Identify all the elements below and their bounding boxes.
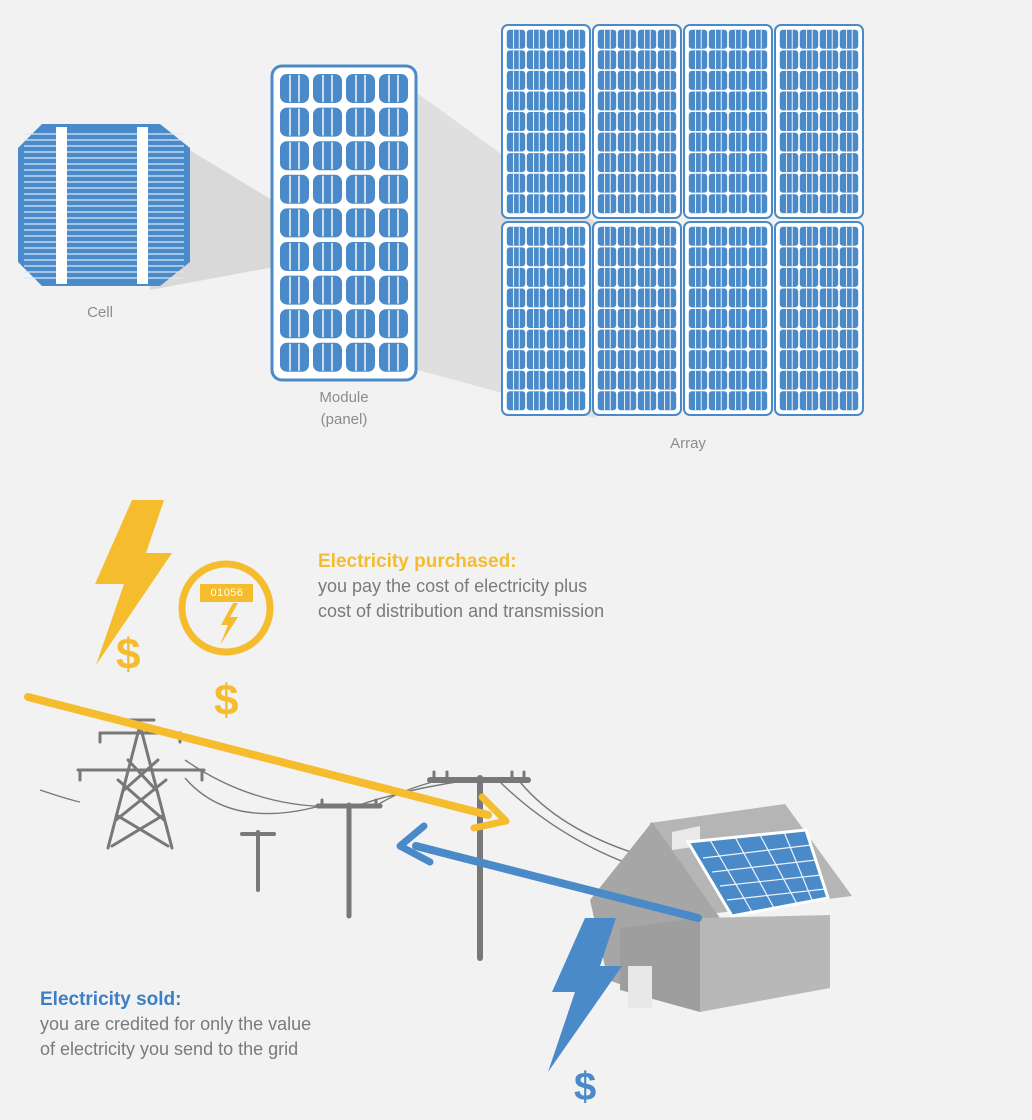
solar-array — [501, 24, 864, 416]
module-cell — [346, 141, 375, 171]
rooftop-solar-panel — [685, 828, 830, 918]
module-label-line2: (panel) — [320, 411, 368, 428]
module-cell — [280, 242, 309, 271]
sold-flow-arrow — [396, 822, 702, 922]
purchased-line-1: you pay the cost of electricity plus — [318, 576, 588, 596]
purchased-dollar-icon-2: $ — [214, 676, 239, 725]
utility-pole-small — [240, 830, 276, 892]
module-cell — [313, 242, 342, 271]
meter-reading: 01056 — [210, 587, 244, 599]
module-cell — [313, 107, 342, 137]
module-cell — [313, 141, 342, 171]
module-cell — [280, 275, 309, 305]
module-cell — [379, 141, 408, 171]
module-cell — [313, 174, 342, 204]
utility-pole-large — [427, 770, 531, 961]
module-cell — [379, 107, 408, 137]
transmission-tower — [76, 718, 206, 850]
array-module — [501, 221, 591, 416]
module-cell — [346, 242, 375, 271]
module-cell — [313, 208, 342, 238]
array-module — [774, 24, 864, 219]
module-cell — [280, 174, 309, 204]
purchased-caption: Electricity purchased: you pay the cost … — [318, 550, 738, 624]
house — [590, 804, 852, 1012]
sold-caption: Electricity sold: you are credited for o… — [40, 988, 460, 1062]
module-cell — [379, 309, 408, 339]
sold-heading: Electricity sold: — [40, 989, 182, 1010]
module-label: Module (panel) — [300, 387, 388, 431]
utility-pole-medium — [315, 798, 383, 919]
module-cell — [313, 342, 342, 372]
module-cell — [313, 309, 342, 339]
array-module — [592, 24, 682, 219]
module-cell — [346, 275, 375, 305]
module-cell — [280, 74, 309, 103]
solar-cell — [18, 124, 190, 286]
module-cell — [379, 342, 408, 372]
module-cell — [280, 141, 309, 171]
module-cell — [379, 74, 408, 103]
sold-line-1: you are credited for only the value — [40, 1014, 312, 1034]
electric-meter-icon — [178, 560, 274, 656]
cell-label: Cell — [87, 304, 113, 321]
module-cell — [346, 208, 375, 238]
array-module — [683, 24, 773, 219]
array-label: Array — [670, 435, 706, 452]
module-cell — [346, 74, 375, 103]
purchased-heading: Electricity purchased: — [318, 551, 517, 572]
array-module — [592, 221, 682, 416]
module-label-line1: Module — [319, 389, 369, 406]
module-cell — [379, 242, 408, 271]
sold-dollar-icon: $ — [574, 1065, 597, 1109]
sold-line-2: of electricity you send to the grid — [40, 1039, 299, 1059]
module-cell — [346, 107, 375, 137]
purchase-flow-arrow — [24, 693, 510, 832]
module-cell — [280, 107, 309, 137]
module-cell — [313, 74, 342, 103]
array-module — [683, 221, 773, 416]
module-cell — [280, 309, 309, 339]
module-cell — [379, 275, 408, 305]
purchased-line-2: cost of distribution and transmission — [318, 601, 605, 621]
purchased-dollar-icon-1: $ — [116, 630, 141, 679]
module-cell — [379, 174, 408, 204]
module-cell — [313, 275, 342, 305]
module-cell — [346, 309, 375, 339]
array-module — [501, 24, 591, 219]
module-cell — [280, 208, 309, 238]
module-cell — [379, 208, 408, 238]
solar-module — [270, 64, 418, 382]
module-cell — [280, 342, 309, 372]
lightning-bolt-icon — [95, 500, 172, 665]
module-cell — [346, 342, 375, 372]
module-cell — [346, 174, 375, 204]
array-module — [774, 221, 864, 416]
blue-lightning-bolt-icon — [548, 918, 622, 1072]
